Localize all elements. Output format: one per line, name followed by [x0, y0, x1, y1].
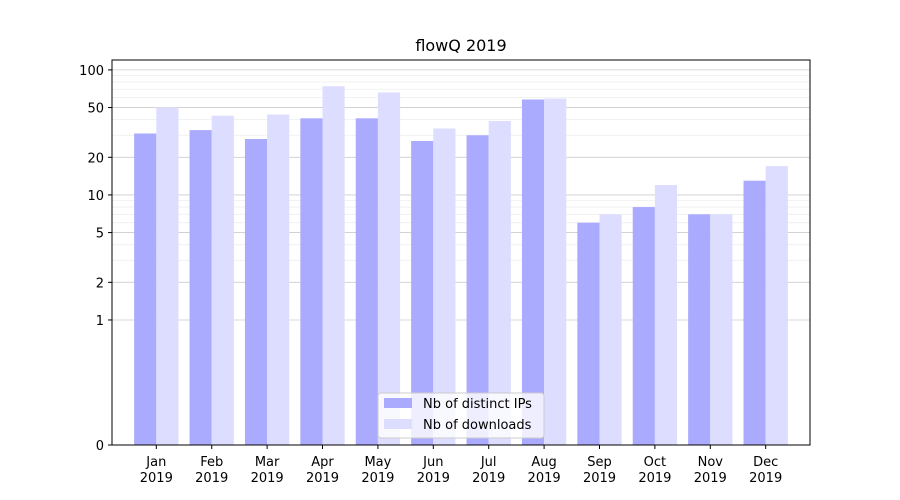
y-tick-label: 20	[87, 151, 104, 166]
y-tick-label: 50	[87, 102, 104, 117]
legend-swatch-downloads	[384, 419, 412, 429]
legend-label-downloads: Nb of downloads	[423, 418, 532, 433]
x-tick-label-month: Mar	[255, 455, 280, 470]
bars-layer	[134, 86, 788, 446]
bar-ips-apr	[300, 118, 323, 445]
bar-downloads-aug	[544, 98, 567, 446]
x-tick-label-year: 2019	[140, 471, 173, 486]
x-tick-label-year: 2019	[417, 471, 450, 486]
x-tick-label-year: 2019	[528, 471, 561, 486]
bar-downloads-jun	[433, 128, 456, 445]
bar-ips-dec	[743, 180, 766, 445]
bar-ips-jun	[411, 140, 434, 445]
x-tick-label-year: 2019	[583, 471, 616, 486]
legend-label-ips: Nb of distinct IPs	[423, 397, 532, 412]
bar-ips-mar	[244, 139, 268, 445]
bar-downloads-oct	[654, 185, 678, 445]
bar-ips-jul	[466, 135, 489, 445]
legend-box	[377, 392, 545, 439]
x-tick-label-year: 2019	[638, 471, 671, 486]
y-tick-label: 5	[96, 227, 104, 242]
x-tick-label-year: 2019	[195, 471, 228, 486]
axes-layer: Jan2019Feb2019Mar2019Apr2019May2019Jun20…	[79, 64, 782, 486]
bar-ips-aug	[521, 99, 545, 446]
bar-downloads-may	[377, 92, 401, 446]
bar-downloads-dec	[765, 166, 788, 445]
bar-downloads-sep	[599, 214, 622, 445]
y-tick-label: 1	[96, 314, 104, 329]
x-tick-label-month: May	[364, 455, 391, 470]
x-tick-label-year: 2019	[694, 471, 727, 486]
x-tick-label-month: Jan	[145, 455, 166, 470]
x-tick-label-month: Aug	[531, 455, 556, 470]
bar-downloads-jul	[488, 121, 511, 446]
y-tick-label: 0	[96, 439, 104, 454]
y-tick-label: 10	[87, 189, 104, 204]
legend: Nb of distinct IPs Nb of downloads	[377, 392, 545, 439]
x-tick-label-year: 2019	[251, 471, 284, 486]
legend-swatch-ips	[384, 398, 412, 408]
x-tick-label-month: Oct	[644, 455, 666, 470]
x-tick-label-year: 2019	[472, 471, 505, 486]
bar-downloads-jan	[156, 107, 179, 446]
x-tick-label-year: 2019	[361, 471, 394, 486]
bar-ips-feb	[189, 130, 212, 445]
plot-frame	[111, 59, 811, 446]
x-tick-label-month: Dec	[753, 455, 778, 470]
y-tick-label: 100	[79, 64, 104, 79]
bar-downloads-mar	[267, 114, 290, 445]
x-tick-label-month: Nov	[698, 455, 724, 470]
x-tick-label-month: Apr	[311, 455, 334, 470]
chart-title: flowQ 2019	[415, 36, 506, 55]
bar-ips-nov	[688, 214, 711, 445]
x-tick-label-month: Jul	[480, 455, 497, 470]
bar-ips-sep	[577, 222, 600, 445]
x-tick-label-month: Sep	[587, 455, 612, 470]
bar-ips-oct	[632, 207, 655, 445]
x-tick-label-month: Jun	[422, 455, 443, 470]
bar-ips-jan	[134, 133, 157, 445]
x-tick-label-year: 2019	[749, 471, 782, 486]
bar-downloads-nov	[710, 214, 733, 445]
bar-downloads-apr	[322, 86, 345, 445]
x-tick-label-month: Feb	[200, 455, 223, 470]
bar-downloads-feb	[211, 115, 234, 445]
y-tick-label: 2	[96, 276, 104, 291]
bar-ips-may	[355, 118, 378, 445]
x-tick-label-year: 2019	[306, 471, 339, 486]
